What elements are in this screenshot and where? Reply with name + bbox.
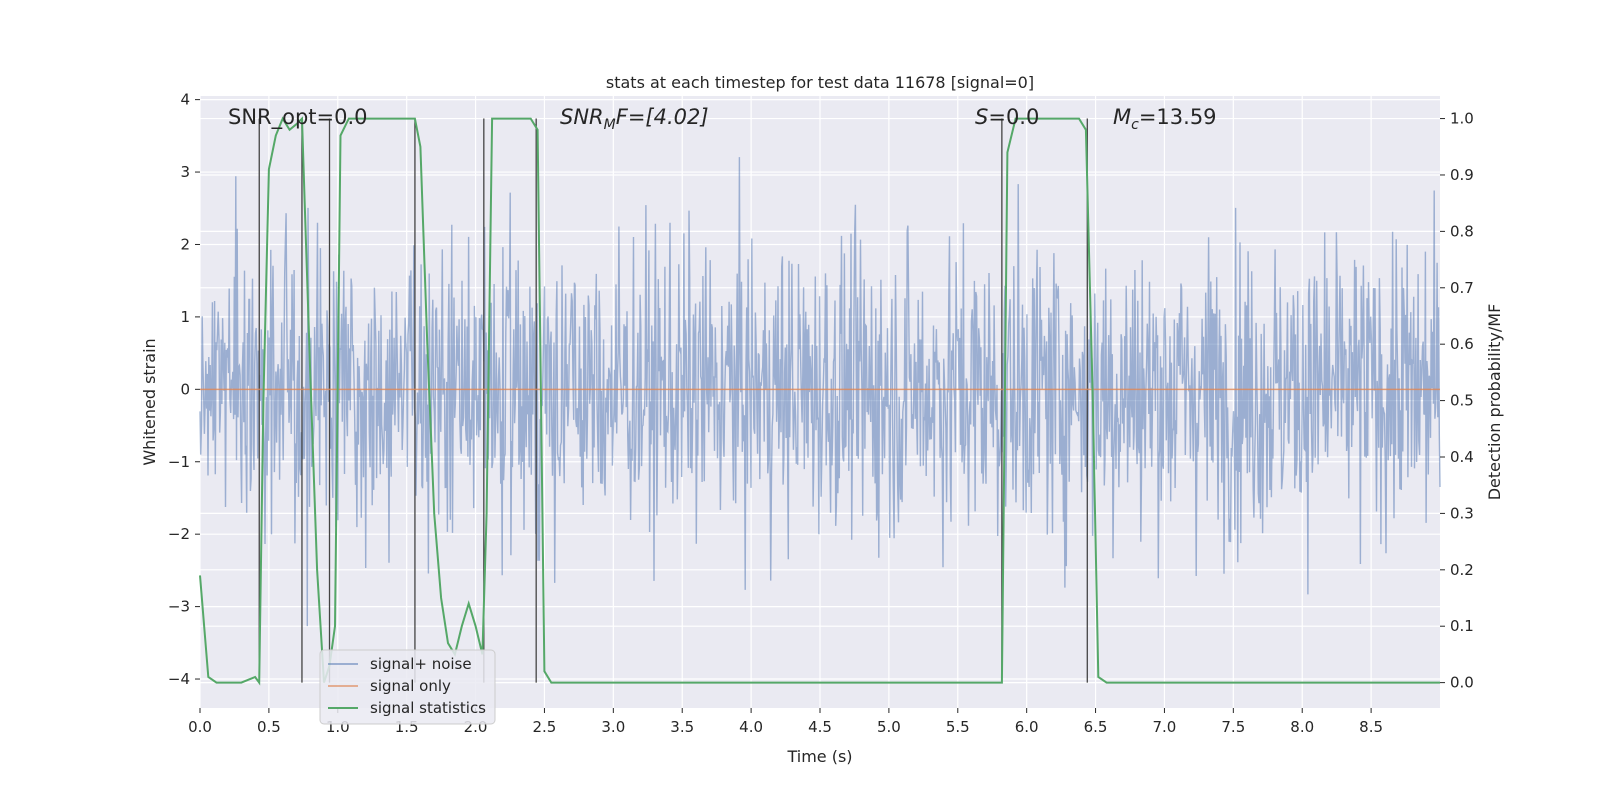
- y2-tick-label: 0.3: [1450, 504, 1474, 522]
- y2-tick-label: 0.7: [1450, 279, 1474, 297]
- signal-statistics-line: [199, 116, 1440, 686]
- s-value: =0.0: [988, 105, 1039, 129]
- legend-label-noise: signal+ noise: [370, 655, 472, 673]
- y-tick-label: 0: [180, 380, 190, 398]
- y2-tick-label: 1.0: [1450, 110, 1474, 128]
- y2-tick-label: 0.5: [1450, 392, 1474, 410]
- x-tick-label: 3.0: [601, 718, 625, 736]
- y2-axis-label: Detection probability/MF: [1485, 304, 1504, 501]
- y2-tick-label: 0.1: [1450, 617, 1474, 635]
- y2-tick-label: 0.2: [1450, 561, 1474, 579]
- x-tick-label: 6.0: [1015, 718, 1039, 736]
- y-tick-label: 2: [180, 235, 190, 253]
- annotation-snr-opt: SNR_opt=0.0: [228, 105, 368, 130]
- signal-plus-noise-series: [199, 157, 1441, 627]
- x-tick-label: 0.5: [257, 718, 281, 736]
- x-tick-label: 7.5: [1221, 718, 1245, 736]
- x-tick-label: 8.5: [1359, 718, 1383, 736]
- y2-tick-label: 0.8: [1450, 222, 1474, 240]
- x-axis-label: Time (s): [786, 747, 852, 766]
- x-tick-label: 4.0: [739, 718, 763, 736]
- snr-mf-sub: M: [604, 117, 616, 133]
- y-tick-label: −1: [168, 453, 190, 471]
- y-tick-label: 3: [180, 163, 190, 181]
- mc-value: =13.59: [1139, 105, 1217, 129]
- y2-ticks: 1.0 0.9 0.8 0.7 0.6 0.5 0.4 0.3 0.2 0.1 0.0: [1440, 110, 1474, 692]
- noise-line: [199, 157, 1441, 627]
- mc-symbol: M: [1113, 105, 1131, 129]
- x-tick-label: 6.5: [1084, 718, 1108, 736]
- x-tick-label: 5.5: [946, 718, 970, 736]
- y-tick-label: −4: [168, 670, 190, 688]
- s-symbol: S: [975, 105, 988, 129]
- annotation-mc: Mc=13.59: [1113, 105, 1217, 133]
- x-tick-label: 3.5: [670, 718, 694, 736]
- y-tick-label: 1: [180, 308, 190, 326]
- mc-sub: c: [1131, 117, 1139, 133]
- legend: signal+ noise signal only signal statist…: [319, 649, 496, 725]
- y-axis-label: Whitened strain: [140, 338, 159, 465]
- x-tick-label: 7.0: [1153, 718, 1177, 736]
- snr-mf-suffix: F=[4.02]: [616, 105, 709, 129]
- signal-statistics-series: [199, 116, 1440, 686]
- y2-tick-label: 0.9: [1450, 166, 1474, 184]
- y-tick-label: 4: [180, 91, 190, 109]
- x-tick-label: 2.5: [533, 718, 557, 736]
- legend-label-signal: signal only: [370, 677, 451, 695]
- x-tick-label: 4.5: [808, 718, 832, 736]
- x-tick-label: 0.0: [188, 718, 212, 736]
- annotation-snr-mf: SNRMF=[4.02]: [560, 105, 709, 133]
- x-tick-label: 8.0: [1290, 718, 1314, 736]
- annotation-s: S=0.0: [975, 105, 1039, 129]
- y2-tick-label: 0.0: [1450, 674, 1474, 692]
- y2-tick-label: 0.6: [1450, 335, 1474, 353]
- x-tick-label: 5.0: [877, 718, 901, 736]
- snr-mf-prefix: SNR: [560, 105, 604, 129]
- y-ticks: 4 3 2 1 0 −1 −2 −3 −4: [168, 91, 200, 688]
- y-tick-label: −2: [168, 525, 190, 543]
- y2-tick-label: 0.4: [1450, 448, 1474, 466]
- x-ticks: 0.0 0.5 1.0 1.5 2.0 2.5 3.0 3.5 4.0 4.5 5.0 5.5 6.0 6…: [188, 708, 1383, 736]
- legend-box: [319, 649, 496, 725]
- legend-label-stats: signal statistics: [370, 699, 486, 717]
- chart-title: stats at each timestep for test data 116…: [606, 73, 1034, 92]
- y-tick-label: −3: [168, 598, 190, 616]
